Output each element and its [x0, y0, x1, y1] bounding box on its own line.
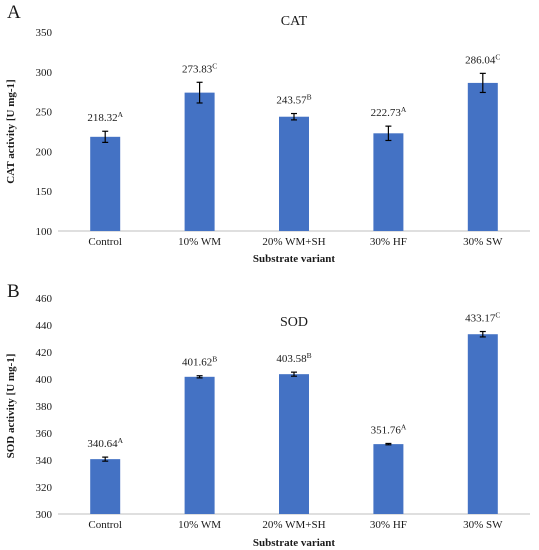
significance-letter: C: [495, 52, 500, 61]
data-label: 403.58B: [276, 351, 311, 365]
x-tick-label: 10% WM: [178, 236, 221, 248]
y-axis-label: SOD activity [U mg-1]: [5, 354, 17, 459]
data-label: 401.62B: [182, 355, 217, 369]
bar: [90, 459, 121, 514]
bar: [373, 444, 404, 514]
data-value: 340.64: [87, 438, 118, 450]
significance-letter: B: [307, 351, 312, 360]
significance-letter: B: [212, 355, 217, 364]
bar: [467, 334, 498, 514]
y-tick-label: 350: [36, 27, 53, 39]
data-label: 286.04C: [465, 52, 500, 66]
x-tick-label: Control: [88, 236, 122, 248]
data-value: 401.62: [182, 357, 212, 369]
bar: [467, 82, 498, 231]
data-value: 218.32: [87, 112, 117, 124]
y-tick-label: 420: [36, 347, 53, 359]
significance-letter: C: [212, 61, 217, 70]
y-tick-label: 100: [36, 226, 53, 238]
x-axis-label: Substrate variant: [253, 537, 336, 549]
y-tick-label: 300: [36, 509, 53, 521]
y-axis-label: CAT activity [U mg-1]: [5, 79, 17, 183]
panel-letter: A: [7, 2, 21, 23]
x-axis-label: Substrate variant: [253, 253, 336, 265]
y-tick-label: 320: [36, 482, 53, 494]
data-label: 243.57B: [276, 93, 311, 107]
data-value: 243.57: [276, 95, 307, 107]
significance-letter: A: [401, 422, 407, 431]
data-value: 273.83: [182, 63, 213, 75]
significance-letter: C: [495, 311, 500, 320]
y-tick-label: 400: [36, 374, 53, 386]
y-tick-label: 300: [36, 67, 53, 79]
y-tick-label: 360: [36, 428, 53, 440]
y-tick-label: 150: [36, 186, 53, 198]
significance-letter: A: [118, 110, 124, 119]
y-tick-label: 340: [36, 455, 53, 467]
data-label: 273.83C: [182, 61, 217, 75]
data-value: 403.58: [276, 353, 307, 365]
chart-panel-b: B SOD 300 320 340 360 380 400 420 440 460 SOD activ…: [5, 281, 530, 549]
y-tick-label: 440: [36, 320, 53, 332]
x-tick-label: 30% SW: [463, 236, 503, 248]
bar: [184, 376, 215, 514]
chart-panel-a: A CAT 100 150 200 250 300 350 CAT activity [U mg…: [5, 2, 530, 265]
data-label: 218.32A: [87, 110, 123, 124]
bar: [279, 374, 309, 514]
bar: [279, 116, 309, 231]
chart-title: SOD: [280, 315, 308, 330]
x-tick-label: 10% WM: [178, 519, 221, 531]
panel-letter: B: [7, 281, 20, 302]
x-tick-label: 20% WM+SH: [262, 519, 325, 531]
data-value: 286.04: [465, 54, 496, 66]
bar: [373, 133, 404, 231]
x-tick-label: 30% HF: [370, 519, 407, 531]
y-tick-label: 250: [36, 107, 53, 119]
data-label: 340.64A: [87, 436, 123, 450]
y-tick-label: 460: [36, 293, 53, 305]
significance-letter: A: [401, 105, 407, 114]
bar: [184, 92, 215, 231]
chart-title: CAT: [281, 14, 308, 29]
x-tick-label: Control: [88, 519, 122, 531]
y-tick-label: 380: [36, 401, 53, 413]
x-tick-label: 30% SW: [463, 519, 503, 531]
data-value: 222.73: [371, 107, 402, 119]
significance-letter: B: [307, 93, 312, 102]
data-value: 351.76: [371, 424, 402, 436]
data-label: 433.17C: [465, 311, 500, 325]
x-tick-label: 30% HF: [370, 236, 407, 248]
data-label: 351.76A: [371, 422, 407, 436]
data-value: 433.17: [465, 313, 496, 325]
bar: [90, 136, 121, 231]
x-tick-label: 20% WM+SH: [262, 236, 325, 248]
y-tick-label: 200: [36, 146, 53, 158]
data-label: 222.73A: [371, 105, 407, 119]
significance-letter: A: [118, 436, 124, 445]
